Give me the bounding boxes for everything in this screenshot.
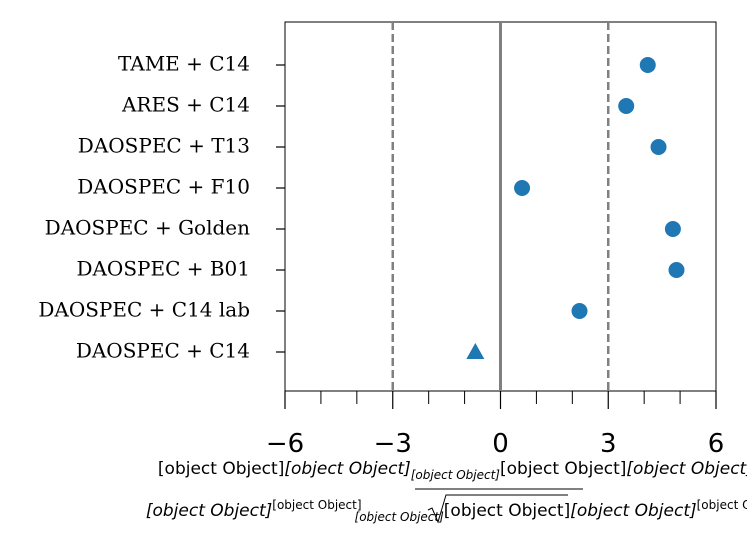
label-part: [object Object] bbox=[284, 459, 410, 479]
label-part: [object Object] bbox=[626, 459, 747, 479]
y-tick-label: DAOSPEC + F10 bbox=[77, 175, 250, 199]
label-part: [object Object] bbox=[411, 468, 501, 482]
x-tick-label: 0 bbox=[492, 429, 509, 459]
dot-marker bbox=[639, 57, 656, 73]
dot-marker bbox=[618, 98, 635, 114]
x-tick-label: −3 bbox=[374, 429, 412, 459]
y-tick-label: ARES + C14 bbox=[121, 93, 250, 117]
triangle-marker bbox=[466, 343, 485, 359]
y-tick-label: DAOSPEC + C14 bbox=[76, 339, 250, 363]
label-part: [object Object] bbox=[146, 501, 272, 521]
label-part: [object Object] bbox=[444, 501, 570, 521]
y-tick-label: DAOSPEC + B01 bbox=[76, 257, 250, 281]
y-tick-label: DAOSPEC + Golden bbox=[45, 216, 250, 240]
label-part: [object Object] bbox=[570, 501, 696, 521]
dot-marker bbox=[571, 303, 588, 319]
dot-marker bbox=[664, 221, 681, 237]
label-part: [object Object] bbox=[272, 498, 361, 512]
x-tick-label: −6 bbox=[266, 429, 304, 459]
x-tick-label: 6 bbox=[708, 429, 725, 459]
y-tick-label: TAME + C14 bbox=[118, 52, 250, 76]
dot-marker bbox=[514, 180, 531, 196]
x-label-denominator: [object Object][object Object] [object Ob… bbox=[146, 498, 747, 524]
dot-marker bbox=[650, 139, 667, 155]
label-part: [object Object] bbox=[500, 459, 626, 479]
label-part: [object Object] bbox=[697, 498, 747, 512]
x-label-numerator: [object Object][object Object][object Ob… bbox=[158, 459, 747, 482]
y-tick-label: DAOSPEC + T13 bbox=[78, 134, 250, 158]
label-part: [object Object] bbox=[355, 510, 445, 524]
label-part: [object Object] bbox=[158, 459, 284, 479]
x-tick-label: 3 bbox=[600, 429, 617, 459]
dot-marker bbox=[668, 262, 685, 278]
sqrt-sign bbox=[427, 494, 568, 524]
y-tick-label: DAOSPEC + C14 lab bbox=[38, 298, 250, 322]
